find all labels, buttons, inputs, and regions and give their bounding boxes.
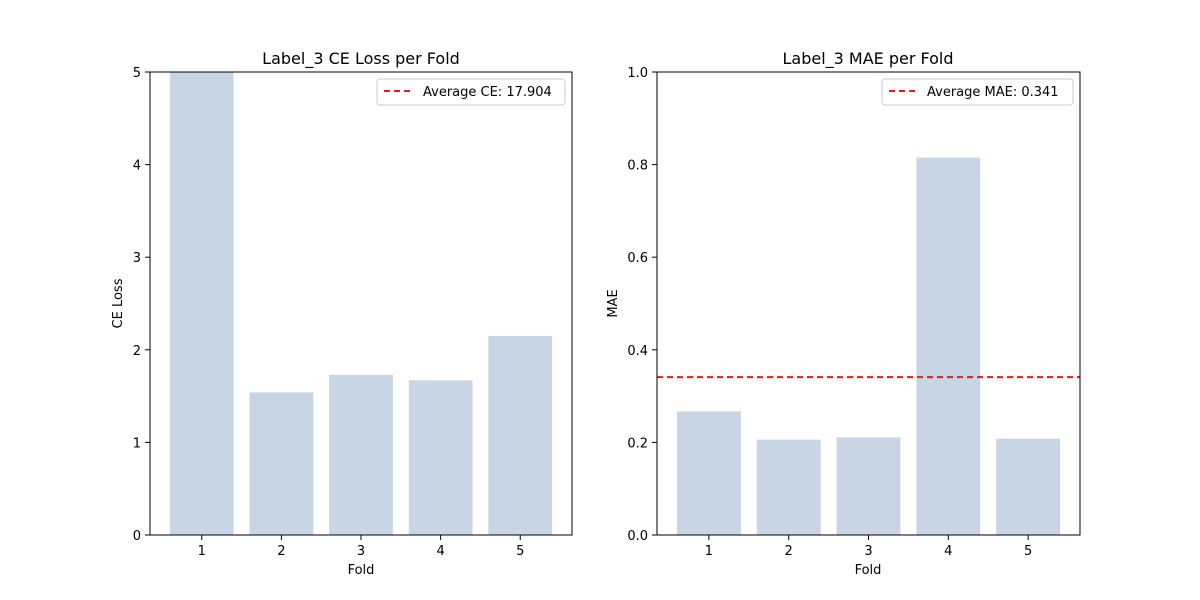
x-axis-label: Fold	[348, 563, 375, 578]
legend-box	[881, 78, 1074, 106]
axis-ticks: 1 2 3 4 5 0.0 0.2 0.4 0.6 0.8 1.0	[627, 66, 1032, 559]
legend-box	[376, 78, 566, 106]
y-tick-label: 0.2	[627, 436, 648, 451]
bars	[676, 157, 1061, 535]
y-tick-label: 0	[133, 529, 141, 544]
bar-fold-1	[169, 72, 234, 535]
bars	[169, 72, 553, 535]
x-tick-label: 2	[785, 544, 793, 559]
legend: Average MAE: 0.341	[881, 78, 1074, 106]
bar-fold-3	[329, 374, 393, 535]
legend-label: Average MAE: 0.341	[927, 85, 1059, 100]
bar-fold-4	[916, 157, 981, 535]
bar-fold-2	[249, 392, 314, 535]
x-tick-label: 1	[705, 544, 713, 559]
x-tick-label: 4	[944, 544, 952, 559]
x-axis-label: Fold	[855, 563, 882, 578]
y-tick-label: 0.6	[627, 251, 648, 266]
x-tick-label: 2	[277, 544, 285, 559]
bar-fold-4	[408, 380, 473, 535]
y-tick-label: 4	[133, 159, 141, 174]
mae-chart: Label_3 MAE per Fold Fold MAE 1 2 3 4 5 0.0 0.…	[606, 49, 1081, 578]
legend-label: Average CE: 17.904	[423, 85, 552, 100]
bar-fold-5	[488, 335, 553, 535]
y-axis-label: CE Loss	[111, 278, 126, 328]
legend: Average CE: 17.904	[376, 78, 566, 106]
x-tick-label: 4	[436, 544, 444, 559]
y-tick-label: 1.0	[627, 66, 648, 81]
x-tick-label: 1	[198, 544, 206, 559]
y-tick-label: 0.8	[627, 159, 648, 174]
y-tick-label: 5	[133, 66, 141, 81]
x-tick-label: 3	[864, 544, 872, 559]
y-tick-label: 2	[133, 344, 141, 359]
ce-loss-chart: Label_3 CE Loss per Fold Fold CE Loss 1 2…	[111, 49, 573, 578]
y-axis-label: MAE	[606, 289, 621, 317]
y-tick-label: 0.0	[627, 529, 648, 544]
y-tick-label: 0.4	[627, 344, 648, 359]
x-tick-label: 5	[516, 544, 524, 559]
bar-fold-2	[756, 439, 821, 535]
plot-frame	[149, 71, 573, 536]
bar-fold-5	[996, 438, 1061, 535]
chart-title: Label_3 MAE per Fold	[782, 49, 953, 69]
x-tick-label: 5	[1024, 544, 1032, 559]
x-tick-label: 3	[357, 544, 365, 559]
bar-fold-3	[836, 437, 901, 535]
bar-fold-1	[676, 411, 741, 535]
plot-frame	[656, 71, 1081, 536]
axis-ticks: 1 2 3 4 5 0 1 2 3 4 5	[133, 66, 525, 559]
y-tick-label: 1	[133, 436, 141, 451]
y-tick-label: 3	[133, 251, 141, 266]
chart-title: Label_3 CE Loss per Fold	[262, 49, 460, 69]
